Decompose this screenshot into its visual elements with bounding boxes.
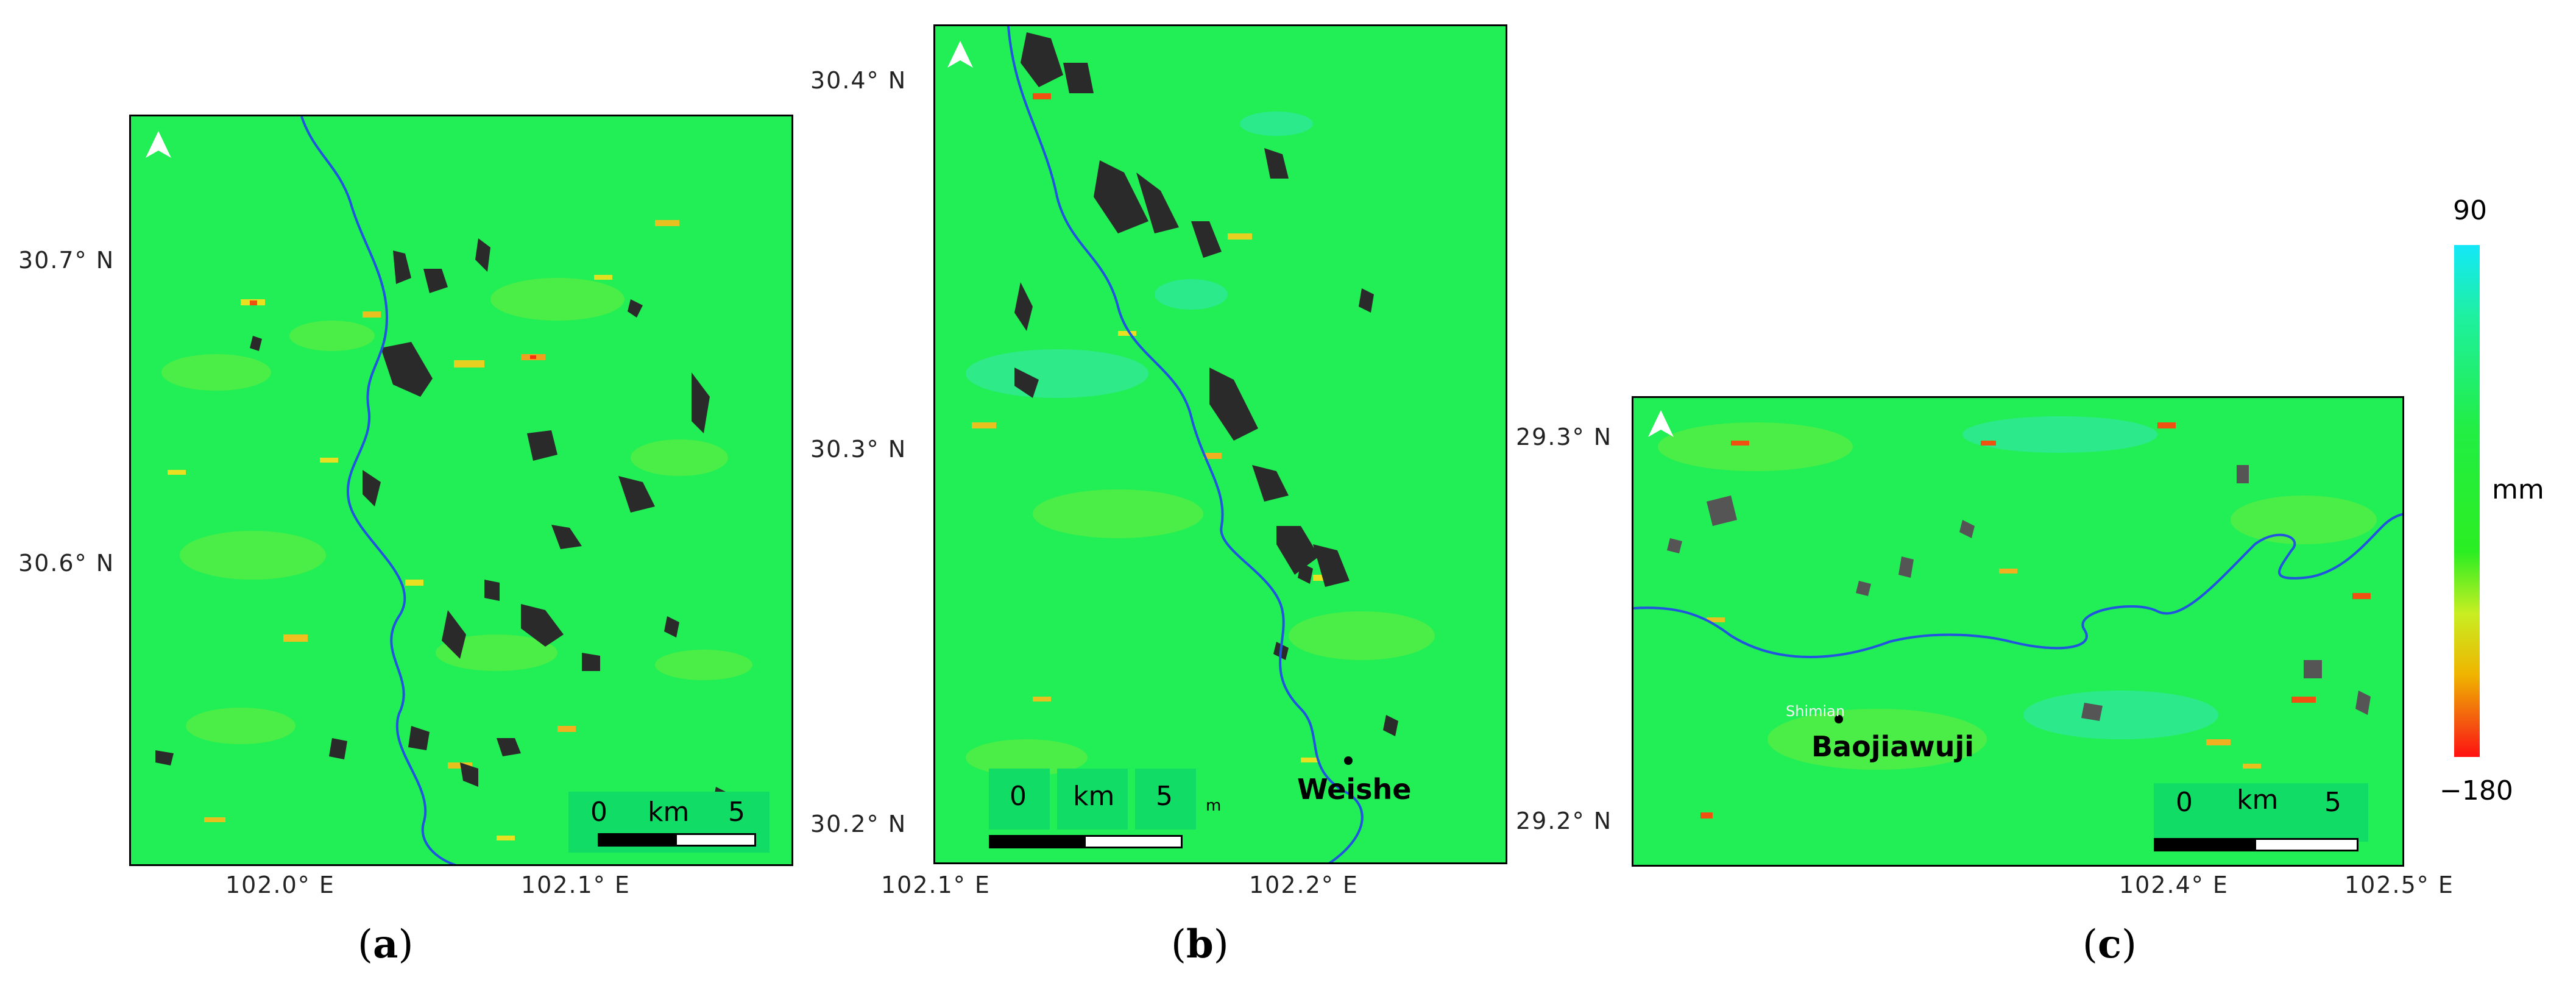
scale-bar-graphic-c xyxy=(2154,838,2358,851)
scale-bar-c: 0 km 5 xyxy=(2154,783,2368,842)
scale-bar-graphic-a xyxy=(598,833,756,847)
texture-patches-b xyxy=(966,112,1435,776)
scale-unit-b: km xyxy=(1073,781,1115,812)
place-marker-baojiawuji xyxy=(1835,715,1843,723)
caption-a: (a) xyxy=(358,922,414,967)
lon-tick-a-1: 102.0° E xyxy=(225,872,335,898)
colorbar-unit-label: mm xyxy=(2492,474,2544,505)
masked-areas-c xyxy=(1667,465,2371,815)
scale-zero-a: 0 xyxy=(590,797,607,828)
map-panel-a: 0 km 5 xyxy=(129,115,793,866)
scale-bar-b-unit-box xyxy=(1057,769,1128,829)
map-panel-c: Shimian Baojiawuji 0 km 5 xyxy=(1632,396,2404,867)
scale-bar-b-zero-box xyxy=(989,769,1050,829)
north-arrow-icon xyxy=(947,41,973,68)
deformation-speckles-b xyxy=(972,93,1331,762)
river-c xyxy=(1633,513,2402,658)
scale-zero-c: 0 xyxy=(2176,787,2193,818)
texture-patches-c xyxy=(1658,416,2377,770)
colorbar xyxy=(2454,245,2480,757)
masked-areas-a xyxy=(155,238,728,811)
map-b-svg xyxy=(966,26,1435,862)
lon-tick-c-1: 102.4° E xyxy=(2119,872,2229,898)
place-label-baojiawuji: Baojiawuji xyxy=(1811,730,1975,763)
lat-tick-b-2: 30.3° N xyxy=(810,436,907,463)
lon-tick-b-1: 102.1° E xyxy=(881,872,991,898)
caption-c: (c) xyxy=(2082,922,2137,967)
scale-max-a: 5 xyxy=(728,797,745,828)
scale-max-c: 5 xyxy=(2324,787,2341,818)
caption-b: (b) xyxy=(1171,922,1229,967)
scale-bar-b-max-box xyxy=(1135,769,1196,829)
colorbar-min-label: −180 xyxy=(2440,775,2513,806)
deformation-speckles-c xyxy=(1700,422,2371,819)
map-a-svg xyxy=(155,116,752,864)
scale-bar-graphic-b xyxy=(989,835,1183,848)
lon-tick-b-2: 102.2° E xyxy=(1249,872,1359,898)
scale-bar-a: 0 km 5 xyxy=(568,792,770,853)
masked-areas-b xyxy=(1014,32,1398,736)
scale-extra-b: m xyxy=(1206,797,1222,815)
lon-tick-c-2: 102.5° E xyxy=(2344,872,2454,898)
scale-unit-c: km xyxy=(2237,784,2279,815)
river-a xyxy=(300,116,458,864)
north-arrow-icon xyxy=(146,131,171,158)
lat-tick-a-2: 30.6° N xyxy=(18,550,115,577)
deformation-speckles-a xyxy=(168,220,679,840)
place-label-shimian: Shimian xyxy=(1786,703,1845,720)
lat-tick-a-1: 30.7° N xyxy=(18,247,115,274)
map-c-svg xyxy=(1633,416,2402,819)
place-label-weishe: Weishe xyxy=(1297,773,1412,806)
lon-tick-a-2: 102.1° E xyxy=(521,872,631,898)
lat-tick-c-1: 29.3° N xyxy=(1516,424,1613,450)
scale-max-b: 5 xyxy=(1156,781,1173,812)
north-arrow-icon xyxy=(1648,410,1674,437)
colorbar-max-label: 90 xyxy=(2453,195,2487,226)
place-marker-weishe xyxy=(1344,756,1353,765)
map-panel-b: 0 km 5 m Weishe xyxy=(933,24,1507,864)
texture-patches-a xyxy=(161,278,752,744)
river-b xyxy=(1007,26,1364,862)
lat-tick-b-3: 30.2° N xyxy=(810,811,907,837)
scale-unit-a: km xyxy=(648,797,690,828)
lat-tick-b-1: 30.4° N xyxy=(810,67,907,94)
lat-tick-c-2: 29.2° N xyxy=(1516,808,1613,834)
scale-zero-b: 0 xyxy=(1010,781,1027,812)
